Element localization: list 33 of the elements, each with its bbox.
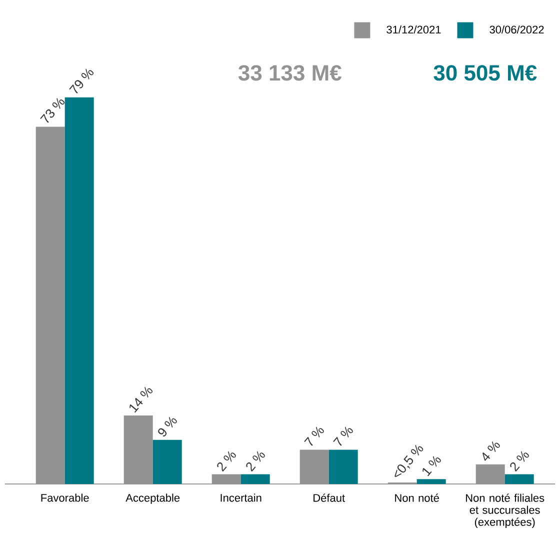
bar bbox=[36, 126, 65, 484]
legend-label: 30/06/2022 bbox=[490, 25, 544, 34]
x-tick-label: Acceptable bbox=[126, 494, 180, 504]
data-label: 2 % bbox=[246, 451, 265, 472]
x-tick-label: Non noté filiales et succursales (exemptées) bbox=[466, 494, 544, 528]
text: 33 133 M€ bbox=[238, 65, 342, 81]
data-label: 73 % bbox=[40, 98, 65, 123]
bar bbox=[124, 415, 153, 484]
x-tick-label: Favorable bbox=[41, 494, 89, 502]
bar bbox=[476, 464, 505, 484]
bar bbox=[504, 474, 534, 484]
x-tick-label: Non noté bbox=[395, 494, 439, 502]
data-label: 2 % bbox=[510, 451, 529, 472]
data-label: 14 % bbox=[130, 386, 153, 413]
data-label: 9 % bbox=[158, 416, 177, 436]
data-label: 79 % bbox=[69, 68, 94, 94]
data-label: 4 % bbox=[482, 441, 500, 461]
text: 30 505 M€ bbox=[434, 65, 537, 81]
bar bbox=[64, 97, 94, 484]
x-tick-label: Défaut bbox=[314, 494, 345, 502]
x-tick-label: Incertain bbox=[220, 494, 262, 502]
bar bbox=[416, 479, 446, 484]
bar bbox=[240, 474, 270, 484]
data-label: 1 % bbox=[422, 456, 441, 476]
bar bbox=[328, 450, 358, 484]
bar bbox=[152, 440, 182, 484]
data-label: <0,5 % bbox=[394, 444, 424, 478]
bar bbox=[300, 450, 329, 484]
data-label: 7 % bbox=[304, 426, 324, 446]
legend-label: 31/12/2021 bbox=[386, 25, 441, 34]
data-label: 2 % bbox=[217, 451, 236, 472]
bar bbox=[212, 474, 241, 484]
data-label: 7 % bbox=[333, 426, 353, 446]
